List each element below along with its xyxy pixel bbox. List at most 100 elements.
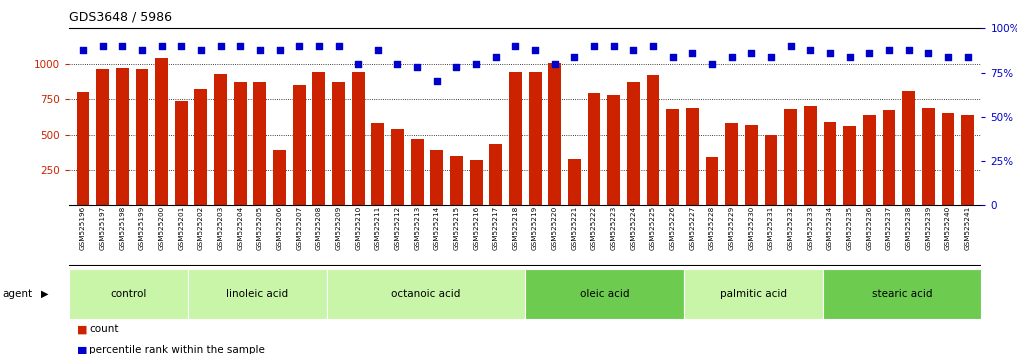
Text: ■: ■ [77,324,87,334]
Point [390,61,406,67]
Text: percentile rank within the sample: percentile rank within the sample [89,346,265,354]
Text: GSM525231: GSM525231 [768,205,774,250]
Bar [411,139,423,205]
Bar [823,269,981,319]
Bar [156,58,168,205]
Bar [253,82,266,205]
Bar [175,101,187,205]
Bar [725,123,738,205]
Bar [627,82,640,205]
Text: GSM525224: GSM525224 [631,205,637,250]
Text: GSM525226: GSM525226 [670,205,675,250]
Bar [824,122,836,205]
Bar [784,109,797,205]
Bar [352,72,364,205]
Point [488,54,504,59]
Text: GSM525233: GSM525233 [807,205,814,250]
Text: linoleic acid: linoleic acid [227,289,289,299]
Bar [194,89,207,205]
Text: GSM525241: GSM525241 [965,205,970,250]
Text: oleic acid: oleic acid [580,289,630,299]
Point [370,47,386,52]
Bar [942,113,954,205]
Point [645,43,661,49]
Point [959,54,975,59]
Point [802,47,819,52]
Text: GSM525198: GSM525198 [119,205,125,250]
Point [763,54,779,59]
Text: GSM525199: GSM525199 [139,205,144,250]
Text: control: control [111,289,146,299]
Text: GSM525221: GSM525221 [572,205,578,250]
Text: GSM525234: GSM525234 [827,205,833,250]
Point [527,47,543,52]
Text: GSM525213: GSM525213 [414,205,420,250]
Point [743,50,760,56]
Text: GSM525228: GSM525228 [709,205,715,250]
Point [782,43,798,49]
Text: ■: ■ [77,346,87,354]
Text: GSM525217: GSM525217 [493,205,498,250]
Point [664,54,680,59]
Text: GSM525225: GSM525225 [650,205,656,250]
Bar [666,109,679,205]
Bar [706,157,718,205]
Point [940,54,956,59]
Bar [683,269,823,319]
Text: GSM525239: GSM525239 [925,205,932,250]
Point [75,47,92,52]
Text: GSM525206: GSM525206 [277,205,283,250]
Bar [69,269,188,319]
Text: stearic acid: stearic acid [872,289,933,299]
Text: GSM525200: GSM525200 [159,205,165,250]
Point [704,61,720,67]
Bar [607,95,620,205]
Bar [804,106,817,205]
Text: GSM525236: GSM525236 [866,205,873,250]
Bar [234,82,246,205]
Point [881,47,897,52]
Text: GSM525204: GSM525204 [237,205,243,250]
Text: GSM525212: GSM525212 [395,205,401,250]
Bar [883,110,895,205]
Bar [327,269,525,319]
Point [468,61,484,67]
Bar [529,72,541,205]
Bar [843,126,856,205]
Point [586,43,602,49]
Point [429,79,445,84]
Bar [489,144,502,205]
Point [920,50,937,56]
Bar [312,72,325,205]
Text: agent: agent [2,289,33,299]
Text: GSM525230: GSM525230 [749,205,755,250]
Point [114,43,130,49]
Text: GSM525219: GSM525219 [532,205,538,250]
Point [134,47,151,52]
Point [841,54,857,59]
Text: GSM525203: GSM525203 [218,205,224,250]
Bar [548,63,561,205]
Bar [371,123,384,205]
Text: GSM525202: GSM525202 [198,205,203,250]
Bar [510,72,522,205]
Point [311,43,327,49]
Text: ▶: ▶ [41,289,48,299]
Point [173,43,189,49]
Point [193,47,210,52]
Bar [863,115,876,205]
Point [822,50,838,56]
Text: GSM525218: GSM525218 [513,205,519,250]
Bar [745,125,758,205]
Text: GSM525238: GSM525238 [906,205,911,250]
Bar [97,69,109,205]
Bar [470,160,482,205]
Point [291,43,307,49]
Bar [293,85,305,205]
Point [95,43,111,49]
Point [507,43,524,49]
Text: GSM525207: GSM525207 [296,205,302,250]
Text: count: count [89,324,119,334]
Bar [922,108,935,205]
Bar [76,92,89,205]
